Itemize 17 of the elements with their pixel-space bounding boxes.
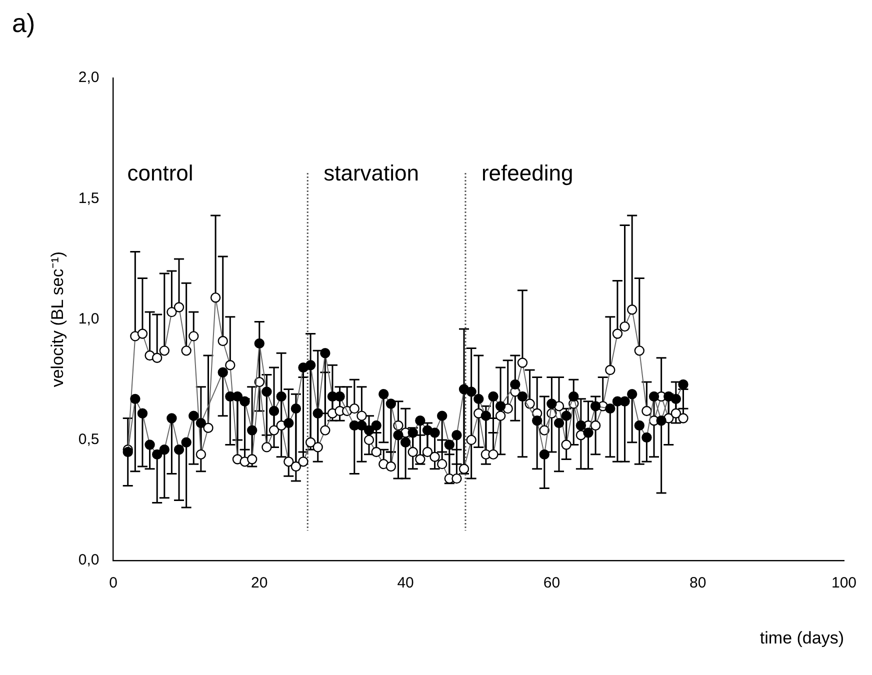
y-tick-label: 1,5 <box>78 190 100 207</box>
y-tick-label: 0,5 <box>78 431 100 448</box>
annotation: starvation <box>324 160 420 186</box>
y-axis-title: velocity (BL sec⁻¹) <box>48 251 67 388</box>
x-tick-label: 80 <box>690 574 706 592</box>
x-tick-label: 40 <box>397 574 414 592</box>
x-tick-label: 100 <box>831 574 857 592</box>
x-axis-title: time (days) <box>760 628 844 648</box>
y-tick-label: 0,0 <box>78 552 100 569</box>
chart-title: a) <box>11 8 36 40</box>
annotation: control <box>127 160 194 186</box>
x-tick-label: 0 <box>109 574 118 592</box>
y-tick-label: 1,0 <box>78 310 100 328</box>
annotation: refeeding <box>481 160 574 186</box>
x-tick-label: 60 <box>543 574 560 592</box>
x-tick-label: 20 <box>251 574 268 592</box>
y-tick-label: 2,0 <box>78 69 100 86</box>
